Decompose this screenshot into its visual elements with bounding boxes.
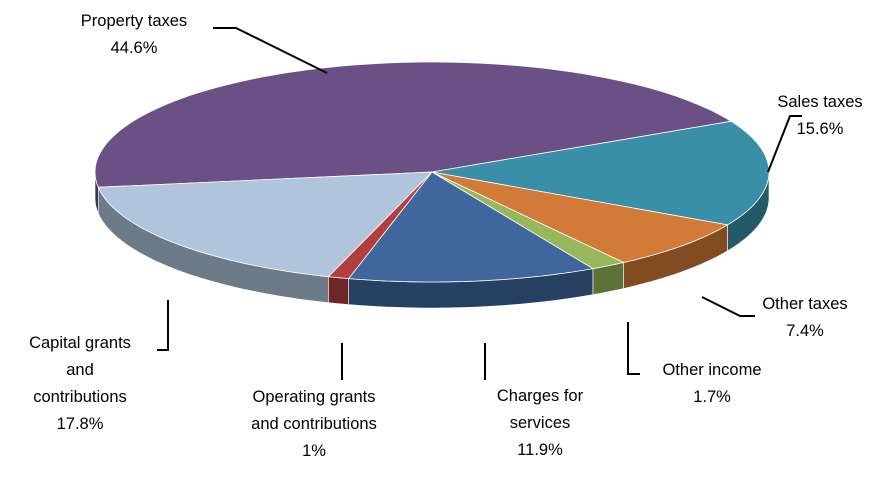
value-label: 44.6% — [110, 39, 158, 57]
leader-line — [213, 27, 328, 74]
pie-slice — [431, 171, 729, 263]
leader-line — [767, 115, 802, 173]
value-label: 7.4% — [786, 322, 824, 340]
value-label: 15.6% — [796, 120, 844, 138]
data-label: Charges for services 11.9% — [483, 383, 598, 464]
pie-slice — [431, 171, 625, 270]
data-label: Other taxes 7.4% — [745, 291, 865, 345]
leader-line — [157, 300, 169, 351]
category-label: Capital grants and contributions — [29, 334, 131, 406]
category-label: Operating grants and contributions — [251, 388, 377, 433]
category-label: Property taxes — [80, 12, 188, 30]
leader-line — [627, 322, 640, 375]
leader-line — [701, 296, 755, 317]
pie-slice-side — [328, 276, 349, 305]
value-label: 17.8% — [56, 415, 104, 433]
pie-slice — [347, 171, 595, 283]
data-label: Sales taxes 15.6% — [760, 89, 880, 143]
value-label: 1.7% — [693, 388, 731, 406]
category-label: Other income — [662, 361, 762, 379]
category-label: Other taxes — [762, 295, 848, 313]
pie-slice — [431, 120, 770, 226]
data-label: Operating grants and contributions 1% — [244, 384, 384, 465]
pie-slice — [97, 171, 434, 278]
data-label: Property taxes 44.6% — [59, 8, 209, 62]
data-label: Capital grants and contributions 17.8% — [18, 330, 143, 438]
pie-slice — [94, 61, 733, 188]
value-label: 1% — [302, 442, 326, 460]
category-label: Charges for services — [496, 387, 584, 432]
data-label: Other income 1.7% — [637, 357, 787, 411]
value-label: 11.9% — [517, 441, 563, 459]
category-label: Sales taxes — [777, 93, 863, 111]
